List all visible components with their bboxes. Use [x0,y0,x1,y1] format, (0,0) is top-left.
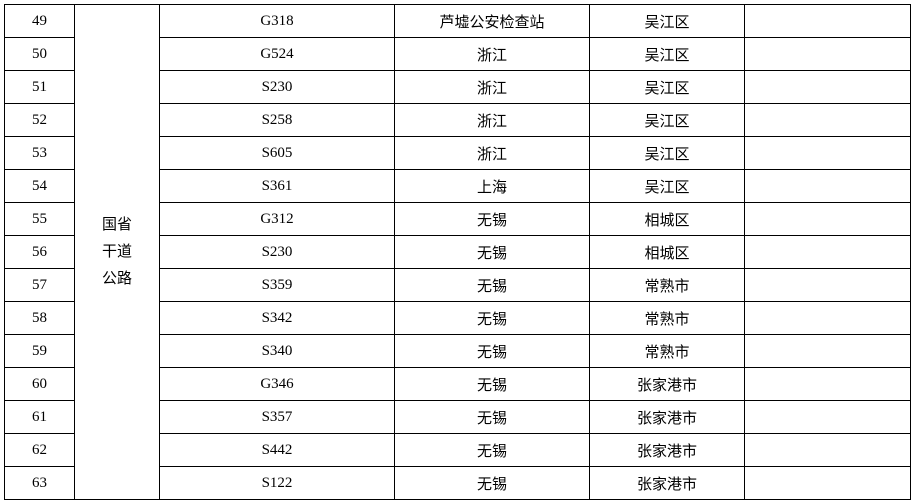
cell-route: S357 [160,401,395,434]
cell-district: 张家港市 [590,401,745,434]
cell-idx: 61 [5,401,75,434]
cell-idx: 58 [5,302,75,335]
cell-remarks [745,38,911,71]
cell-location: 浙江 [395,71,590,104]
cell-district: 相城区 [590,236,745,269]
cell-district: 张家港市 [590,434,745,467]
cell-idx: 49 [5,5,75,38]
cell-location: 无锡 [395,236,590,269]
cell-remarks [745,368,911,401]
cell-district: 常熟市 [590,269,745,302]
cell-district: 吴江区 [590,170,745,203]
cell-district: 张家港市 [590,467,745,500]
cell-idx: 52 [5,104,75,137]
cell-idx: 56 [5,236,75,269]
cell-remarks [745,137,911,170]
table-body: 49 国省 干道 公路 G318 芦墟公安检查站 吴江区 50 G524 浙江 … [5,5,911,500]
cell-location: 浙江 [395,38,590,71]
cell-district: 相城区 [590,203,745,236]
table-row: 49 国省 干道 公路 G318 芦墟公安检查站 吴江区 [5,5,911,38]
cell-remarks [745,71,911,104]
cell-idx: 59 [5,335,75,368]
cell-route: S605 [160,137,395,170]
cell-remarks [745,170,911,203]
category-line1: 国省 [102,217,132,233]
cell-route: S361 [160,170,395,203]
cell-location: 无锡 [395,203,590,236]
cell-idx: 54 [5,170,75,203]
cell-route: S340 [160,335,395,368]
cell-idx: 53 [5,137,75,170]
cell-route: S230 [160,71,395,104]
cell-remarks [745,104,911,137]
cell-route: G312 [160,203,395,236]
cell-location: 上海 [395,170,590,203]
cell-remarks [745,401,911,434]
cell-route: S122 [160,467,395,500]
cell-location: 浙江 [395,137,590,170]
cell-location: 芦墟公安检查站 [395,5,590,38]
cell-remarks [745,335,911,368]
cell-district: 常熟市 [590,335,745,368]
cell-idx: 63 [5,467,75,500]
category-line2: 干道 [102,244,132,260]
cell-route: S342 [160,302,395,335]
cell-remarks [745,434,911,467]
cell-idx: 60 [5,368,75,401]
cell-category-merged: 国省 干道 公路 [75,5,160,500]
cell-location: 无锡 [395,368,590,401]
cell-remarks [745,5,911,38]
cell-district: 吴江区 [590,104,745,137]
cell-idx: 57 [5,269,75,302]
cell-remarks [745,236,911,269]
cell-idx: 51 [5,71,75,104]
road-table: 49 国省 干道 公路 G318 芦墟公安检查站 吴江区 50 G524 浙江 … [4,4,911,500]
cell-remarks [745,467,911,500]
cell-route: G318 [160,5,395,38]
cell-district: 常熟市 [590,302,745,335]
cell-district: 吴江区 [590,38,745,71]
cell-district: 吴江区 [590,71,745,104]
cell-route: G346 [160,368,395,401]
cell-district: 张家港市 [590,368,745,401]
cell-route: S359 [160,269,395,302]
cell-idx: 55 [5,203,75,236]
cell-location: 无锡 [395,467,590,500]
cell-idx: 50 [5,38,75,71]
cell-location: 无锡 [395,434,590,467]
cell-location: 无锡 [395,269,590,302]
cell-remarks [745,203,911,236]
cell-route: S258 [160,104,395,137]
cell-route: S230 [160,236,395,269]
cell-location: 无锡 [395,335,590,368]
cell-remarks [745,302,911,335]
cell-location: 无锡 [395,302,590,335]
cell-route: S442 [160,434,395,467]
cell-route: G524 [160,38,395,71]
cell-location: 浙江 [395,104,590,137]
cell-remarks [745,269,911,302]
cell-idx: 62 [5,434,75,467]
cell-district: 吴江区 [590,137,745,170]
cell-district: 吴江区 [590,5,745,38]
cell-location: 无锡 [395,401,590,434]
category-line3: 公路 [102,271,132,287]
